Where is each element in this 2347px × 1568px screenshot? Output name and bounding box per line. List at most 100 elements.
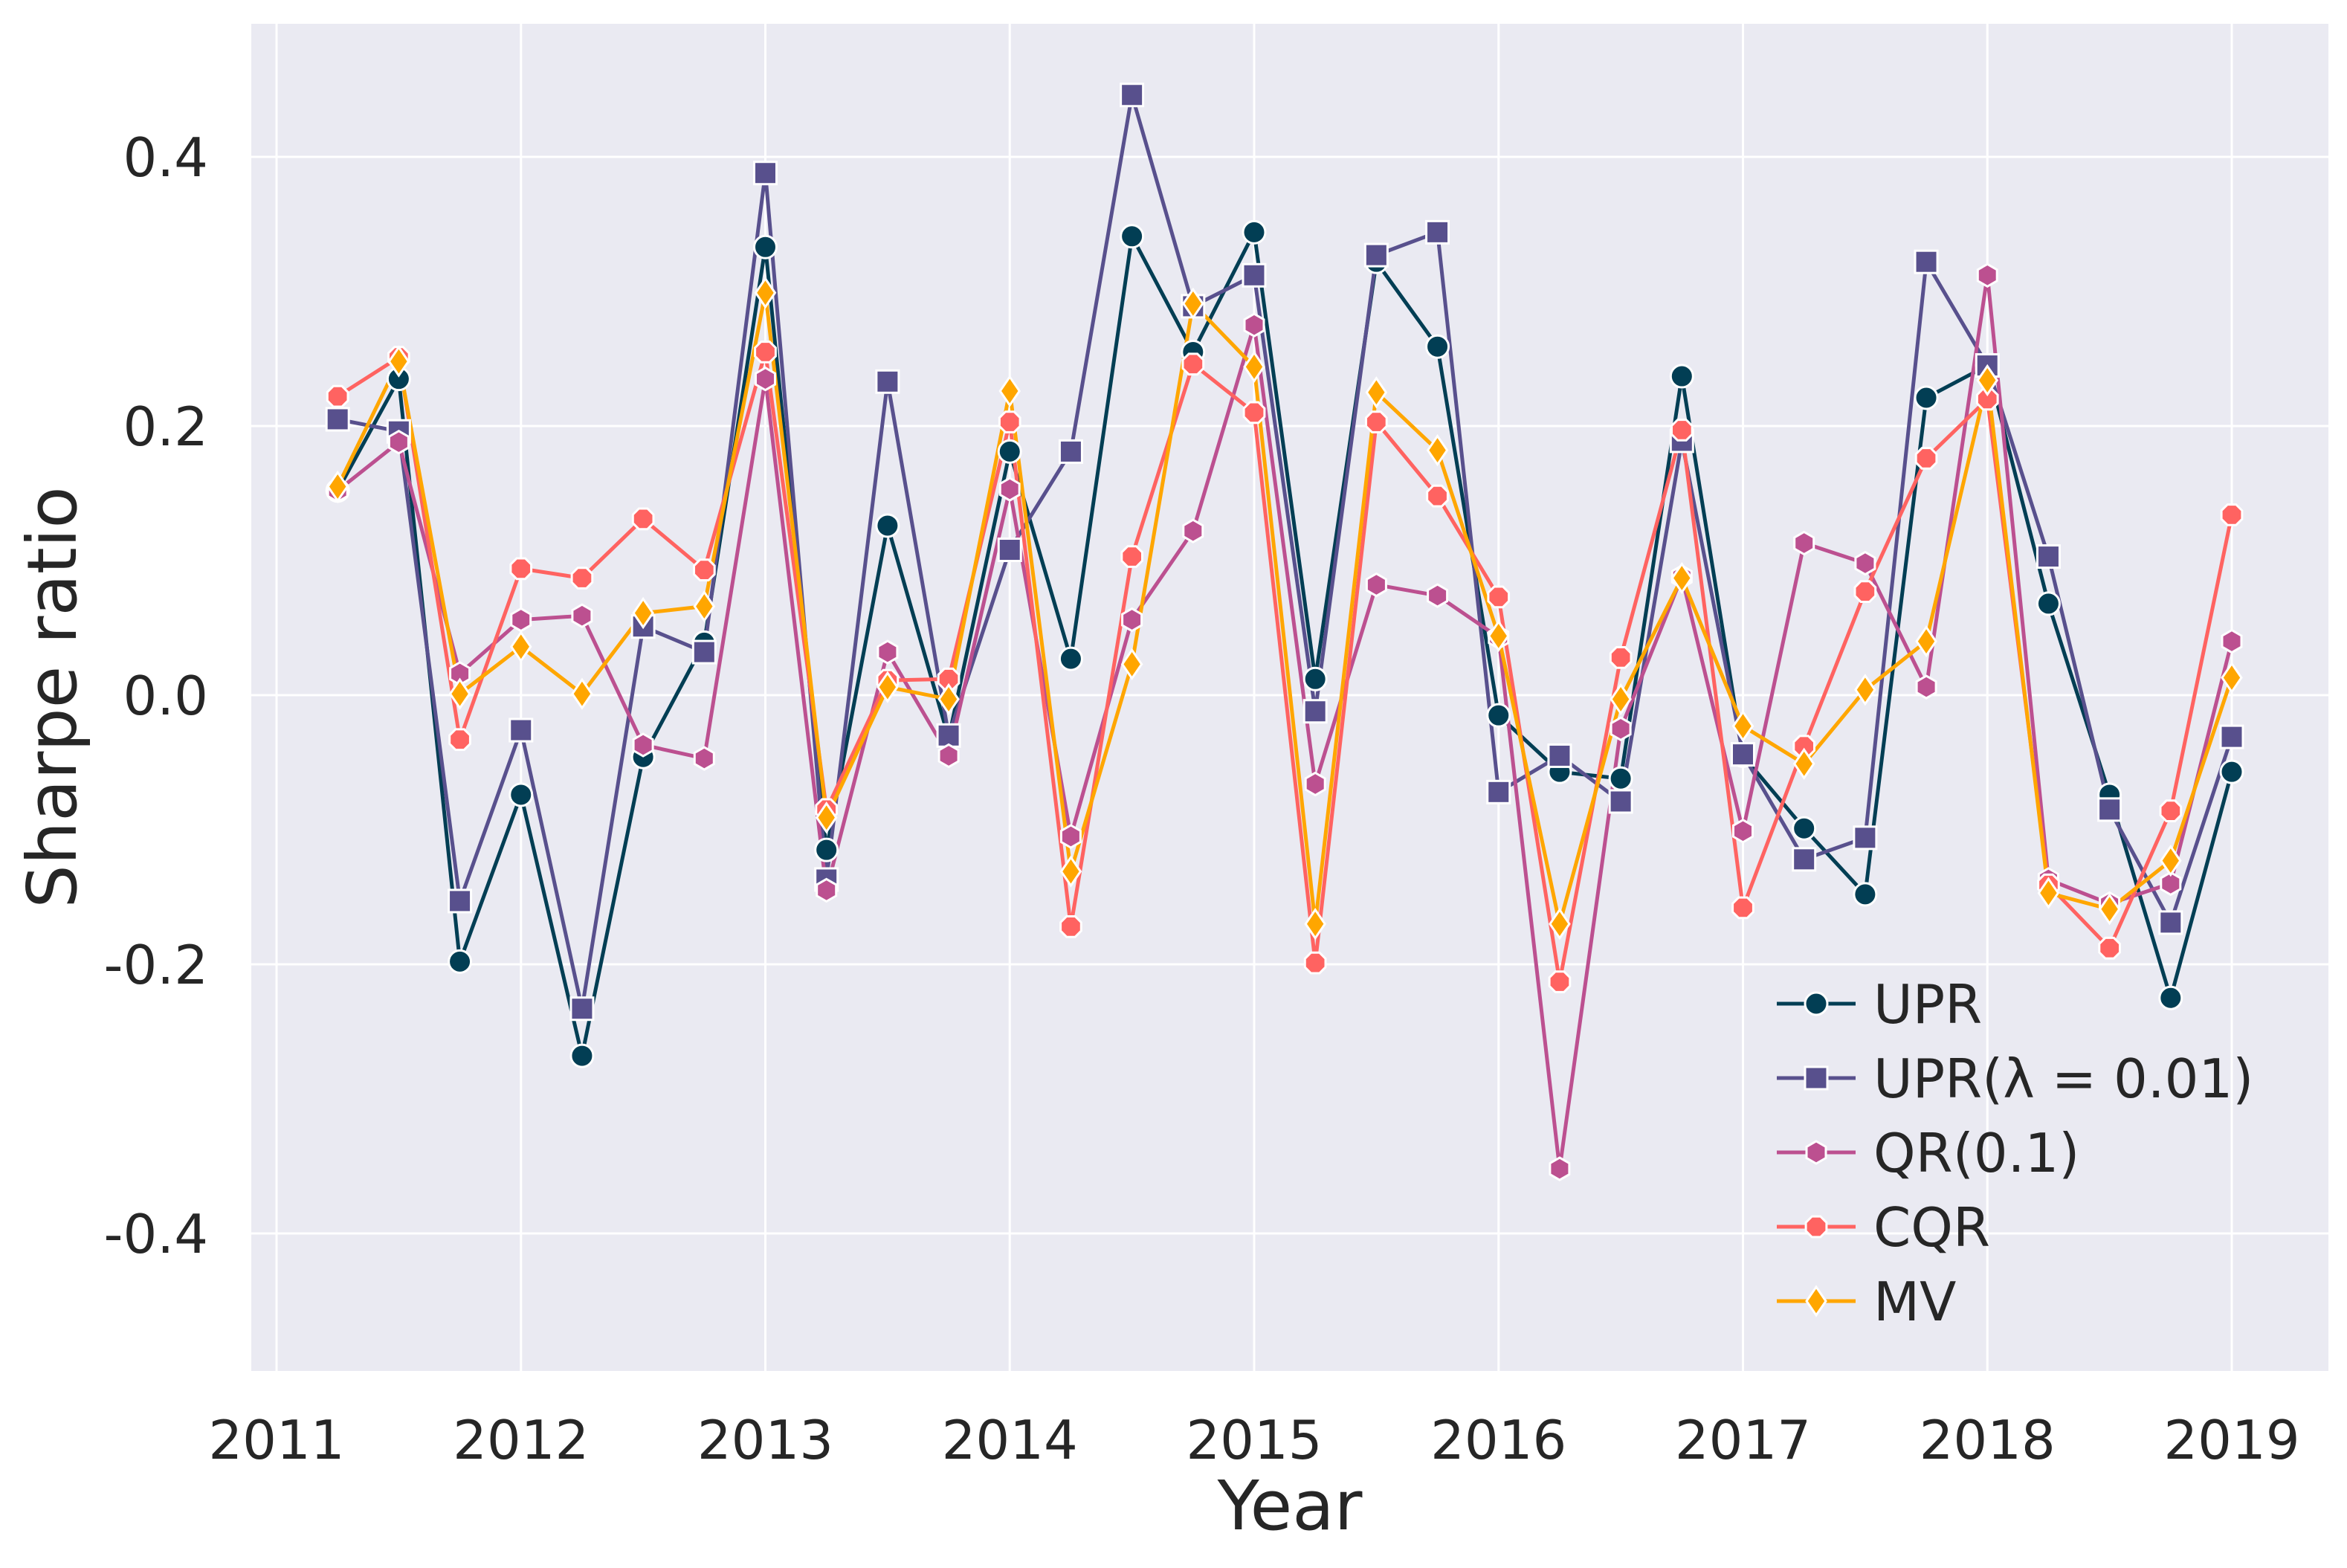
data-point [693,590,716,623]
series-markers [325,83,2244,1181]
data-point [2220,503,2244,526]
data-point [1549,908,1571,941]
data-point [509,557,533,581]
data-point [1120,545,1143,568]
x-tick-labels: 2011 2012 2013 2014 2015 2016 2017 2018 2019 [208,1409,2299,1471]
data-point [1059,915,1082,938]
y-axis-label: Sharpe ratio [13,486,92,908]
data-point [325,407,350,432]
data-point [1243,312,1265,338]
y-tick-label: -0.2 [104,934,208,996]
legend: UPR UPR(λ = 0.01) QR(0.1) CQR MV [1777,973,2253,1333]
x-tick-label: 2014 [942,1409,1078,1471]
y-tick-labels: -0.4 -0.2 0.0 0.2 0.4 [104,126,208,1265]
x-tick-label: 2012 [453,1409,589,1471]
data-point [816,877,838,903]
legend-item: CQR [1777,1196,1990,1259]
data-point [754,277,777,309]
data-point [998,410,1021,433]
x-tick-label: 2013 [697,1409,833,1471]
data-point [326,470,349,503]
data-point [1058,646,1083,671]
data-point [1609,646,1633,669]
data-point [1365,376,1388,409]
data-point [1976,262,1998,288]
data-point [1608,766,1633,791]
data-point [1732,819,1754,844]
data-point [998,375,1021,407]
x-tick-label: 2017 [1675,1409,1811,1471]
data-point [387,429,410,455]
data-point [326,384,349,408]
data-point [1303,951,1327,975]
data-point [998,477,1021,502]
data-point [2158,910,2183,935]
legend-marker [1805,1285,1827,1317]
data-point [1304,771,1326,797]
data-point [2098,936,2121,960]
data-point [448,677,471,710]
data-point [1242,219,1267,245]
data-point [1976,364,1999,397]
data-point [755,366,776,392]
data-point [1426,433,1449,467]
data-point [2221,661,2243,694]
data-point [448,888,473,914]
data-point [1610,683,1632,716]
data-point [753,234,778,259]
data-point [937,743,960,769]
data-point [632,732,654,758]
data-point [1181,287,1204,320]
data-point [569,1043,595,1068]
data-point [1243,350,1265,384]
data-point [448,728,471,752]
data-point [1914,385,1939,410]
data-point [1548,970,1572,993]
data-point [875,369,900,394]
data-point [570,567,594,590]
data-point [2158,985,2183,1010]
data-point [1853,882,1878,907]
data-point [1120,83,1145,108]
data-point [1608,789,1633,814]
data-point [1120,224,1145,249]
y-tick-label: 0.2 [123,396,208,458]
data-point [1854,674,1876,706]
legend-item: QR(0.1) [1777,1122,2079,1184]
data-point [1426,484,1449,508]
data-point [997,439,1022,464]
legend-item: UPR [1777,973,1982,1036]
data-point [1427,583,1449,608]
data-point [754,341,777,364]
data-point [815,801,838,834]
data-point [1853,825,1878,851]
x-tick-label: 2016 [1430,1409,1566,1471]
legend-marker [1804,1065,1829,1091]
data-point [1547,743,1572,768]
data-point [1975,387,1999,411]
x-tick-label: 2019 [2163,1409,2299,1471]
data-point [1425,219,1450,245]
legend-label: MV [1873,1271,1956,1333]
y-tick-label: 0.0 [123,665,208,727]
data-point [1425,334,1450,359]
data-point [1486,779,1511,804]
data-point [1915,625,1937,658]
data-point [877,671,899,703]
data-point [2097,797,2122,822]
data-point [1302,666,1328,691]
data-point [1854,550,1876,576]
data-point [1487,585,1511,609]
legend-label: UPR [1873,973,1982,1036]
legend-marker [1805,1140,1827,1165]
data-point [691,639,717,665]
x-tick-label: 2018 [1920,1409,2056,1471]
data-point [2219,759,2244,784]
data-point [1610,716,1632,742]
series-points-4 [326,277,2243,941]
x-tick-label: 2011 [208,1409,344,1471]
data-point [1120,648,1143,681]
x-tick-label: 2015 [1186,1409,1322,1471]
data-point [1731,742,1755,767]
